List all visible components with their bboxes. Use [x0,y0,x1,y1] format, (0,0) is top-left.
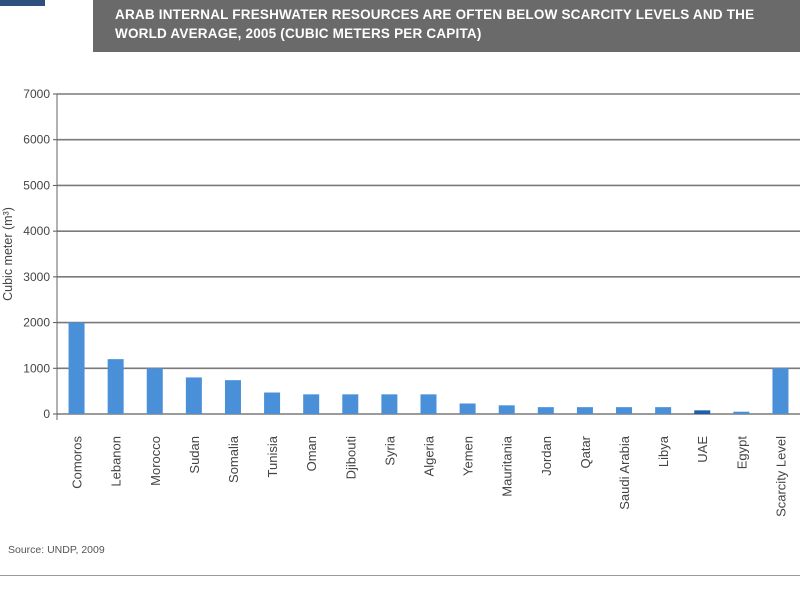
bar [694,410,711,414]
x-tick-label: Saudi Arabia [617,435,632,509]
x-tick-label: Morocco [148,436,163,486]
x-tick-label: Somalia [226,435,241,483]
bar [498,405,515,414]
x-tick-label: Qatar [578,435,593,468]
x-tick-label: Libya [656,435,671,467]
x-tick-label: Comoros [70,436,85,489]
bar [264,392,281,414]
bar [459,403,476,414]
bar [655,407,672,414]
x-tick-label: Syria [382,435,397,465]
x-tick-label: Oman [304,436,319,471]
bar [772,368,789,414]
bar [107,359,124,414]
bar-chart: 0 1000 2000 3000 4000 5000 6000 7000 Cubic meter… [1,87,800,517]
x-tick-label: Lebanon [109,436,124,487]
bar [303,394,320,414]
chart-title: ARAB INTERNAL FRESHWATER RESOURCES ARE O… [93,0,800,52]
bar [68,322,85,414]
bar [342,394,359,414]
y-tick-label: 4000 [23,224,50,238]
y-tick-label: 5000 [23,178,50,192]
bar [224,380,241,414]
x-tick-label: Algeria [422,435,437,476]
bar [185,377,202,414]
bar [537,407,554,414]
x-tick-label: UAE [695,436,710,463]
x-tick-label: Mauritania [500,435,515,496]
bottom-divider [0,575,800,576]
bar [146,368,163,414]
source-note: Source: UNDP, 2009 [8,544,105,556]
bar [576,407,593,414]
bar [733,411,750,414]
bar [381,394,398,414]
x-tick-label: Egypt [734,436,749,470]
x-tick-label: Djibouti [343,436,358,479]
x-tick-label: Tunisia [265,435,280,477]
y-tick-label: 2000 [23,316,50,330]
corner-accent [0,0,45,6]
y-tick-label: 1000 [23,361,50,375]
x-tick-label: Jordan [539,436,554,476]
y-tick-label: 6000 [23,133,50,147]
x-tick-label: Scarcity Level [773,436,788,517]
bar [420,394,437,414]
y-tick-label: 7000 [23,87,50,101]
x-tick-label: Sudan [187,436,202,474]
y-axis-label: Cubic meter (m³) [1,207,15,301]
bar [616,407,633,414]
y-tick-label: 0 [43,407,50,421]
x-tick-label: Yemen [461,436,476,476]
y-tick-label: 3000 [23,270,50,284]
